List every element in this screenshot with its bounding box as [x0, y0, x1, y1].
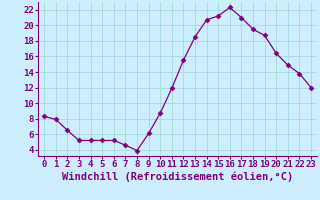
X-axis label: Windchill (Refroidissement éolien,°C): Windchill (Refroidissement éolien,°C): [62, 172, 293, 182]
